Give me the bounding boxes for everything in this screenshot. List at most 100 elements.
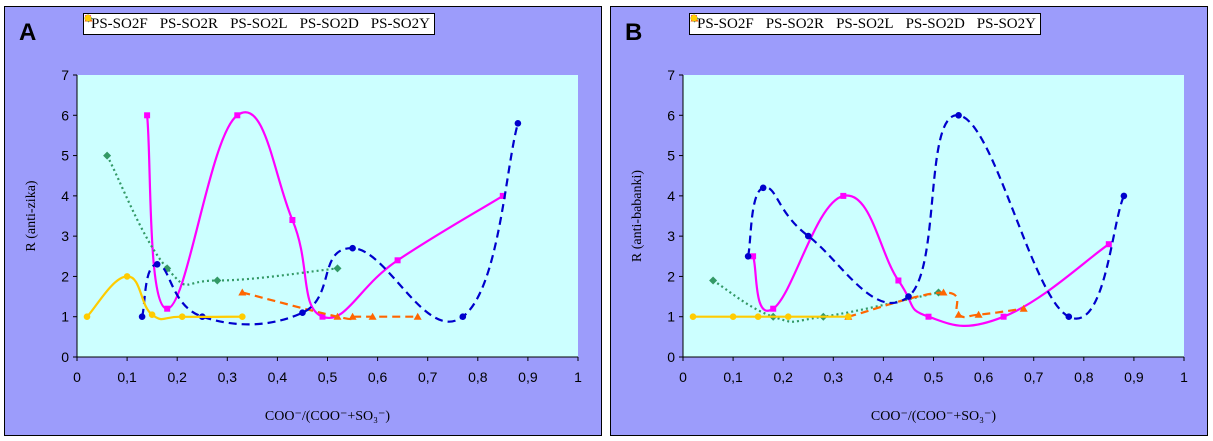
x-axis-title: COO⁻/(COO⁻+SO₃⁻) xyxy=(871,409,997,424)
data-point-ps-so2f xyxy=(319,313,326,320)
data-point-ps-so2f xyxy=(499,192,506,199)
x-tick-label: 1 xyxy=(1180,369,1188,385)
x-tick-label: 0,4 xyxy=(268,369,288,385)
data-point-ps-so2f xyxy=(895,277,902,284)
legend-item: PS-SO2R xyxy=(84,14,219,33)
legend-label: PS-SO2L xyxy=(230,15,288,32)
legend-a: PS-SO2F PS-SO2R PS-SO2L PS-SO2D PS-SO2Y xyxy=(83,13,435,35)
data-point-ps-so2d xyxy=(138,313,146,321)
legend-label: PS-SO2D xyxy=(905,15,965,32)
data-point-ps-so2y xyxy=(83,313,91,321)
data-point-ps-so2f xyxy=(1105,241,1112,248)
data-point-ps-so2d xyxy=(1120,192,1128,200)
data-point-ps-so2l xyxy=(954,310,963,318)
chart-a-svg: 0 1 2 3 4 5 6 7 0 0,1 0,2 0,3 0,4 0,5 0,6 0,7 0,8 0,9 1 COO… xyxy=(24,67,582,424)
data-point-ps-so2y xyxy=(845,313,852,321)
data-point-ps-so2y xyxy=(123,273,131,280)
x-tick-label: 0,2 xyxy=(167,369,187,385)
x-tick-label: 0,8 xyxy=(1074,369,1094,385)
legend-label: PS-SO2R xyxy=(159,15,219,32)
x-tick-label: 0 xyxy=(73,369,81,385)
x-tick-label: 0,9 xyxy=(518,369,538,385)
data-point-ps-so2d xyxy=(459,313,467,321)
data-point-ps-so2l xyxy=(939,288,948,296)
y-tick-label: 6 xyxy=(667,107,675,123)
y-tick-label: 1 xyxy=(61,309,69,325)
data-point-ps-so2d xyxy=(349,244,356,252)
y-tick-label: 7 xyxy=(667,67,675,83)
legend-item: PS-SO2F xyxy=(691,15,754,33)
y-tick-label: 4 xyxy=(667,188,675,204)
x-axis-title: COO⁻/(COO⁻+SO₃⁻) xyxy=(265,409,391,424)
y-tick-label: 0 xyxy=(667,349,675,365)
data-point-ps-so2y xyxy=(754,313,762,321)
y-tick-label: 3 xyxy=(61,228,69,244)
y-tick-label: 5 xyxy=(667,148,675,164)
data-point-ps-so2d xyxy=(759,184,767,192)
data-point-ps-so2l xyxy=(974,310,983,318)
legend-label: PS-SO2D xyxy=(299,15,359,32)
data-point-ps-so2f xyxy=(234,112,241,119)
data-point-ps-so2d xyxy=(744,253,752,260)
x-tick-label: 0,6 xyxy=(974,369,994,385)
data-point-ps-so2l xyxy=(348,312,357,320)
x-tick-label: 0,2 xyxy=(773,369,793,385)
legend-item: PS-SO2R xyxy=(690,14,824,33)
legend-item: PS-SO2Y xyxy=(690,14,1036,33)
y-tick-label: 1 xyxy=(667,309,675,325)
x-tick-label: 0,4 xyxy=(874,369,894,385)
legend-label: PS-SO2F xyxy=(697,15,754,32)
data-point-ps-so2f xyxy=(840,192,847,199)
chart-panel-a: 0 1 2 3 4 5 6 7 0 0,1 0,2 0,3 0,4 0,5 0,6 0,7 0,8 0,9 1 COO… xyxy=(4,6,602,436)
y-tick-label: 0 xyxy=(61,349,69,365)
data-point-ps-so2l xyxy=(333,312,342,320)
legend-item: PS-SO2F xyxy=(85,15,148,33)
legend-b: PS-SO2F PS-SO2R PS-SO2L PS-SO2D PS-SO2Y xyxy=(689,13,1041,35)
legend-item: PS-SO2L xyxy=(690,14,894,33)
data-point-ps-so2y xyxy=(178,313,186,321)
data-point-ps-so2r xyxy=(709,276,718,285)
x-tick-label: 0,5 xyxy=(924,369,944,385)
series-line-ps-so2r xyxy=(712,279,939,323)
plot-area xyxy=(77,75,578,357)
x-tick-label: 0,6 xyxy=(368,369,388,385)
x-tick-label: 0,9 xyxy=(1124,369,1144,385)
legend-label: PS-SO2Y xyxy=(370,15,430,32)
data-point-ps-so2f xyxy=(144,112,151,119)
data-point-ps-so2d xyxy=(153,261,161,268)
chart-b-svg: 0 1 2 3 4 5 6 7 0 0,1 0,2 0,3 0,4 0,5 0,6 0,7 0,8 0,9 1 COO… xyxy=(630,67,1188,424)
data-point-ps-so2l xyxy=(238,288,247,296)
x-tick-label: 0,8 xyxy=(468,369,488,385)
x-tick-label: 0,5 xyxy=(318,369,338,385)
data-point-ps-so2l xyxy=(1019,304,1028,312)
data-point-ps-so2d xyxy=(299,309,306,317)
data-point-ps-so2d xyxy=(514,120,522,127)
legend-item: PS-SO2L xyxy=(84,14,288,33)
chart-panel-b: 0 1 2 3 4 5 6 7 0 0,1 0,2 0,3 0,4 0,5 0,6 0,7 0,8 0,9 1 COO… xyxy=(610,6,1208,436)
data-point-ps-so2y xyxy=(239,313,246,321)
data-point-ps-so2y xyxy=(784,313,792,321)
data-point-ps-so2d xyxy=(955,112,962,119)
y-axis-title: R (anti-zika) xyxy=(24,180,39,251)
y-tick-label: 7 xyxy=(61,67,69,83)
x-tick-label: 1 xyxy=(574,369,582,385)
panel-label-b: B xyxy=(625,19,643,46)
data-point-ps-so2l xyxy=(368,312,377,320)
y-axis-title: R (anti-babanki) xyxy=(630,170,645,262)
x-tick-label: 0 xyxy=(679,369,687,385)
x-tick-label: 0,3 xyxy=(824,369,844,385)
y-tick-label: 3 xyxy=(667,228,675,244)
data-point-ps-so2f xyxy=(164,305,171,312)
data-point-ps-so2d xyxy=(805,232,812,240)
data-point-ps-so2f xyxy=(394,257,401,264)
data-point-ps-so2d xyxy=(905,293,912,300)
legend-label: PS-SO2Y xyxy=(976,15,1036,32)
y-tick-label: 5 xyxy=(61,148,69,164)
panel-label-a: A xyxy=(19,19,37,46)
data-point-ps-so2d xyxy=(1065,313,1073,321)
series-line-ps-so2d xyxy=(141,122,519,326)
x-tick-label: 0,7 xyxy=(418,369,438,385)
data-point-ps-so2y xyxy=(729,313,737,321)
legend-label: PS-SO2F xyxy=(91,15,148,32)
y-tick-label: 6 xyxy=(61,107,69,123)
